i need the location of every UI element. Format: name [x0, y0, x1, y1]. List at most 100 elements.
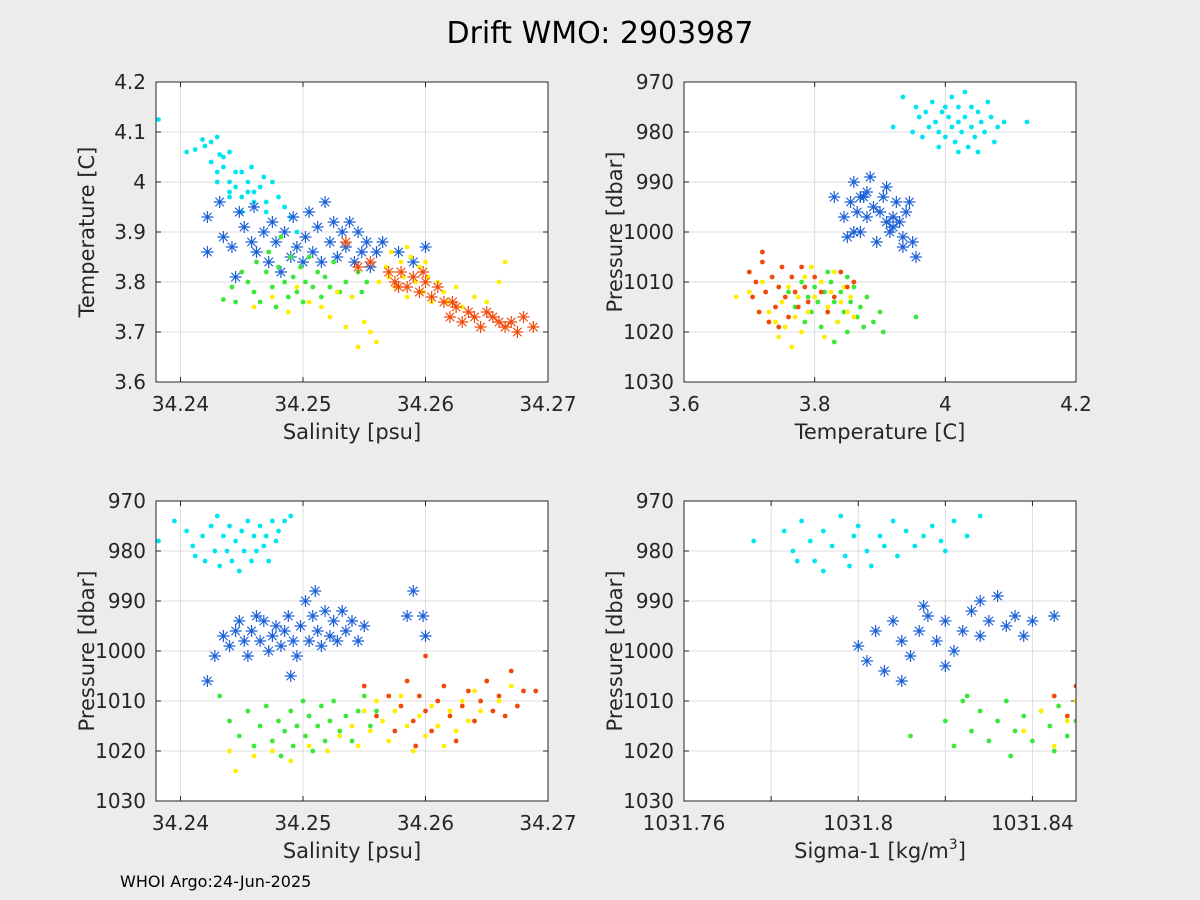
data-point-star-orange	[395, 266, 407, 278]
data-point-orange	[746, 269, 752, 275]
data-point-yellow	[327, 314, 333, 320]
data-point-yellow	[838, 299, 844, 305]
data-point-yellow	[441, 743, 447, 749]
data-point-yellow	[472, 294, 477, 300]
data-point-green	[300, 299, 306, 305]
data-point-star-blue	[974, 595, 987, 607]
data-point-orange	[423, 708, 428, 714]
data-point-cyan	[903, 528, 909, 534]
data-point-yellow	[404, 294, 410, 300]
data-point-green	[942, 718, 948, 724]
data-point-cyan	[975, 149, 981, 155]
data-point-star-orange	[401, 281, 414, 293]
data-point-star-blue	[896, 231, 909, 243]
footer-credit: WHOI Argo:24-Jun-2025	[120, 872, 312, 891]
data-point-cyan	[910, 129, 916, 135]
panel-4: 1031.76 1031.8 1031.84 970 980 990 1000 1010 102…	[603, 489, 1144, 863]
data-point-cyan	[200, 137, 205, 142]
data-point-star-blue	[358, 620, 371, 632]
data-point-green	[278, 234, 284, 240]
data-point-cyan	[877, 533, 883, 539]
data-point-star-blue	[851, 206, 864, 218]
data-point-orange	[818, 289, 824, 295]
y-tick-label: 1030	[623, 370, 674, 394]
x-tick-label: 34.26	[397, 392, 454, 416]
data-point-cyan	[1024, 119, 1030, 125]
data-point-orange	[773, 304, 778, 310]
data-point-green	[276, 718, 281, 724]
data-point-cyan	[233, 169, 239, 175]
data-point-cyan	[251, 189, 257, 195]
x-tick-label: 1031.84	[991, 811, 1074, 835]
x-axis-label: Salinity [psu]	[283, 839, 421, 863]
data-point-green	[367, 723, 373, 729]
data-point-star-blue	[319, 605, 332, 617]
data-point-green	[300, 698, 306, 704]
data-point-green	[355, 708, 361, 714]
data-point-orange	[465, 688, 471, 694]
data-point-orange	[1139, 704, 1144, 709]
data-point-star-blue	[346, 615, 358, 627]
data-point-green	[315, 723, 321, 729]
data-point-star-blue	[250, 610, 263, 622]
data-point-yellow	[825, 304, 831, 310]
data-point-orange	[760, 249, 765, 255]
x-axis-label-end: ]	[958, 839, 966, 863]
data-point-yellow	[789, 344, 795, 350]
data-point-star-blue	[407, 585, 420, 597]
data-point-star-blue	[355, 246, 368, 258]
data-point-green	[864, 294, 870, 300]
data-point-orange	[776, 324, 782, 330]
data-point-green	[269, 738, 275, 744]
data-point-yellow	[1082, 734, 1087, 739]
data-point-green	[269, 284, 275, 290]
data-point-cyan	[257, 523, 263, 529]
data-point-star-blue	[225, 241, 238, 253]
data-point-star-blue	[1017, 630, 1030, 642]
data-point-green	[236, 733, 242, 739]
data-point-cyan	[214, 179, 220, 185]
data-point-star-blue	[852, 640, 865, 652]
data-point-green	[960, 698, 966, 704]
data-point-star-orange	[499, 321, 512, 333]
data-point-star-blue	[877, 191, 890, 203]
data-point-star-blue	[266, 630, 279, 642]
data-point-cyan	[276, 194, 281, 200]
data-point-star-blue	[299, 231, 312, 243]
data-point-cyan	[217, 563, 223, 569]
data-point-yellow	[423, 733, 428, 739]
data-point-yellow	[1126, 704, 1131, 709]
data-point-star-blue	[904, 650, 917, 662]
data-point-green	[1051, 748, 1057, 754]
data-layer	[733, 89, 1030, 350]
data-point-cyan	[251, 533, 257, 539]
data-point-star-blue	[339, 625, 352, 637]
data-point-cyan	[227, 189, 232, 195]
x-tick-label: 1031.8	[823, 811, 893, 835]
data-point-green	[851, 284, 857, 290]
data-point-star-blue	[991, 590, 1004, 602]
data-point-cyan	[929, 99, 935, 105]
data-point-cyan	[227, 149, 232, 155]
y-tick-label: 970	[636, 489, 674, 513]
data-point-green	[290, 274, 296, 280]
data-point-green	[825, 269, 831, 275]
y-tick-label: 1000	[623, 639, 674, 663]
data-point-green	[908, 733, 913, 739]
data-point-star-blue	[921, 610, 934, 622]
data-point-yellow	[805, 309, 811, 315]
data-layer	[156, 513, 539, 774]
data-point-orange	[533, 688, 539, 694]
x-axis-label-superscript: 3	[949, 837, 958, 853]
data-point-star-blue	[201, 675, 214, 687]
x-tick-label: 3.8	[799, 392, 831, 416]
data-point-green	[288, 708, 294, 714]
data-point-cyan	[959, 129, 965, 135]
data-point-orange	[776, 284, 782, 290]
data-point-green	[282, 728, 288, 734]
data-point-yellow	[484, 299, 490, 305]
data-point-cyan	[868, 563, 874, 569]
data-point-star-orange	[339, 236, 352, 248]
data-point-cyan	[233, 538, 239, 544]
data-point-yellow	[374, 339, 379, 345]
